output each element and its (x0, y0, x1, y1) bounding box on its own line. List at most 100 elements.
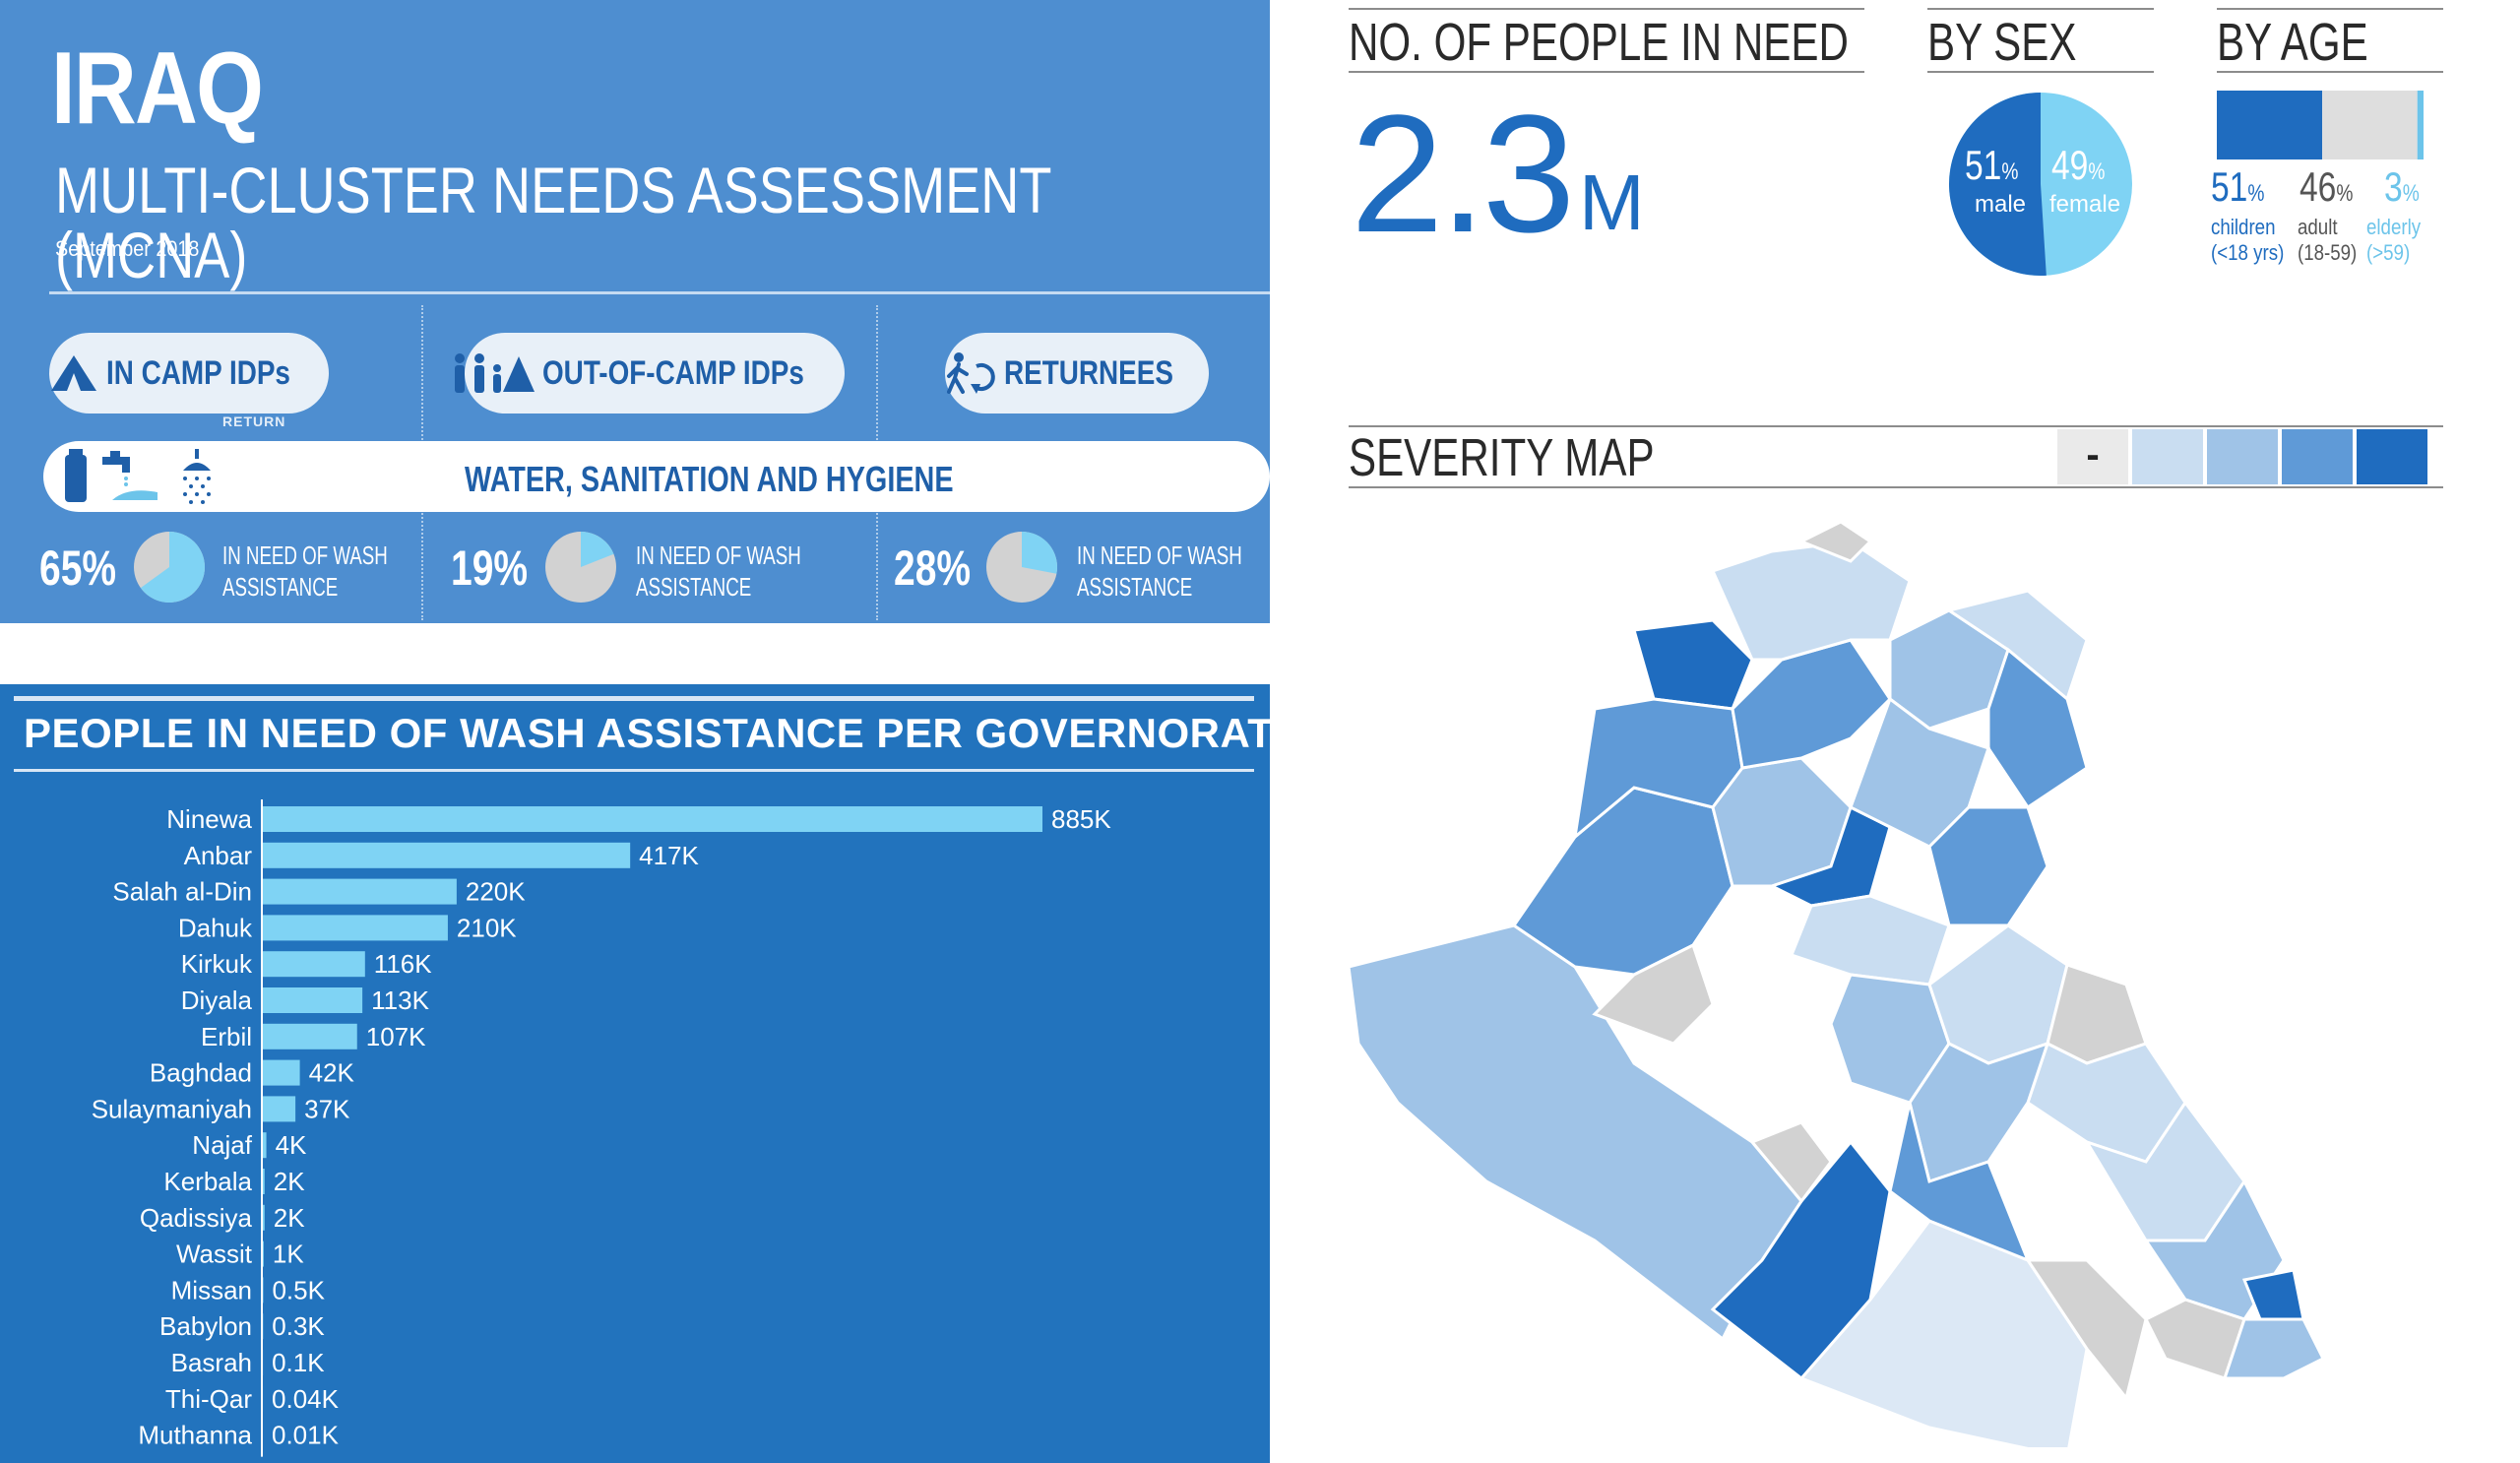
chart-category-label: Dahuk (178, 913, 253, 942)
map-region-west (1347, 923, 1803, 1342)
age-pct-sign: % (2336, 180, 2354, 207)
chart-value-label: 107K (366, 1022, 426, 1051)
map-region-center-3 (1790, 894, 1951, 986)
chart-value-label: 37K (304, 1094, 350, 1123)
severity-map (1347, 520, 2326, 1447)
chart-value-label: 1K (273, 1240, 304, 1269)
map-region-south-tip (2222, 1317, 2326, 1380)
section-rule (1927, 8, 2154, 10)
chart-bar (263, 878, 457, 905)
wash-stat-line2: ASSISTANCE (636, 572, 752, 602)
chart-value-label: 0.3K (272, 1311, 325, 1341)
age-stacked-bar (2217, 91, 2424, 159)
chart-bar (263, 806, 1042, 832)
chart-value-label: 0.1K (272, 1348, 325, 1377)
wash-stat-pie-slice (140, 532, 205, 603)
country-title: IRAQ (51, 32, 264, 146)
tent-icon (51, 355, 97, 391)
map-region-south-center (1888, 1102, 2031, 1263)
wash-stat-line1: IN NEED OF WASH (222, 541, 388, 570)
map-region-north-4 (1710, 540, 1912, 662)
returnees-pill: RETURNEES (945, 333, 1209, 413)
chart-category-label: Thi-Qar (165, 1384, 252, 1414)
by-age-heading: BY AGE (2217, 13, 2368, 72)
age-elderly-label: elderly (>59) (2366, 215, 2421, 266)
chart-bar (263, 1169, 265, 1194)
chart-value-label: 210K (457, 913, 517, 942)
chart-category-label: Sulaymaniyah (92, 1094, 252, 1123)
chart-value-label: 116K (374, 949, 432, 979)
wash-stat-text: IN NEED OF WASH ASSISTANCE (222, 540, 388, 603)
severity-legend-no-data: - (2057, 429, 2128, 484)
sex-pie-male-slice (1948, 93, 2047, 276)
wash-stat-pie-slice (1022, 532, 1057, 574)
female-pct: 49% (2051, 142, 2105, 189)
wash-stat-line2: ASSISTANCE (1077, 572, 1193, 602)
map-region-northwest-dark (1632, 618, 1754, 711)
map-region-center-grey (1749, 1120, 1833, 1204)
age-adult-range: (18-59) (2298, 240, 2358, 265)
wash-stat-pie (134, 532, 205, 603)
chart-bar (263, 1059, 300, 1086)
age-bar-children (2217, 91, 2323, 159)
chart-category-label: Diyala (181, 986, 253, 1015)
chart-category-label: Basrah (171, 1348, 252, 1377)
chart-title: PEOPLE IN NEED OF WASH ASSISTANCE PER GO… (24, 710, 1301, 756)
chart-value-label: 42K (309, 1058, 355, 1088)
return-caption: RETURN (222, 413, 286, 429)
bar-chart-panel: PEOPLE IN NEED OF WASH ASSISTANCE PER GO… (0, 684, 1300, 1463)
age-elderly-pct-value: 3 (2384, 163, 2403, 210)
wash-label: WATER, SANITATION AND HYGIENE (465, 459, 954, 499)
section-rule (1349, 425, 2443, 427)
map-region-northeast-2 (1945, 589, 2089, 702)
water-container-icon (65, 449, 87, 502)
age-bar-elderly (2417, 91, 2424, 159)
age-adult-pct-value: 46 (2300, 163, 2337, 210)
wash-stat-line1: IN NEED OF WASH (636, 541, 801, 570)
age-pct-sign: % (2247, 180, 2265, 207)
chart-category-label: Anbar (184, 841, 253, 870)
header-panel: IRAQ MULTI-CLUSTER NEEDS ASSESSMENT (MCN… (0, 0, 1270, 623)
male-pct-value: 51 (1965, 142, 2002, 188)
map-region-west-grey (1592, 942, 1715, 1046)
shower-icon (183, 449, 211, 504)
chart-category-label: Muthanna (138, 1421, 252, 1450)
out-of-camp-idps-pill: OUT-OF-CAMP IDPs (454, 333, 845, 413)
section-rule (1349, 8, 1864, 10)
chart-bar (263, 1132, 267, 1159)
chart-bar (263, 1240, 264, 1267)
report-date: September 2018 (55, 236, 200, 261)
female-label: female (2049, 191, 2121, 218)
people-in-need-heading: NO. OF PEOPLE IN NEED (1349, 13, 1849, 72)
female-pct-sign: % (2088, 159, 2106, 185)
wash-stat-line1: IN NEED OF WASH (1077, 541, 1242, 570)
chart-value-label: 417K (639, 841, 699, 870)
age-children-label: children (<18 yrs) (2211, 215, 2284, 266)
chart-category-label: Wassit (176, 1240, 253, 1269)
age-children-pct: 51% (2211, 163, 2264, 211)
sex-pie-chart (1948, 93, 2132, 276)
section-rule (2217, 8, 2443, 10)
severity-map-heading: SEVERITY MAP (1349, 428, 1655, 487)
chart-bar (263, 1096, 296, 1122)
wash-stat-pct: 19% (451, 541, 529, 596)
wash-stat-pie (986, 532, 1057, 603)
severity-legend-level-3 (2282, 429, 2353, 484)
chart-value-label: 2K (274, 1203, 305, 1233)
age-elderly-pct: 3% (2384, 163, 2420, 211)
chart-value-label: 113K (371, 986, 429, 1015)
chart-title-rule (14, 696, 1254, 701)
returnees-label: RETURNEES (1004, 353, 1174, 392)
age-elderly-range: (>59) (2366, 240, 2411, 265)
age-adult-name: adult (2298, 215, 2338, 239)
map-region-center-1 (1849, 696, 1990, 849)
age-elderly-name: elderly (2366, 215, 2422, 239)
out-of-camp-idps-label: OUT-OF-CAMP IDPs (541, 353, 804, 392)
chart-category-label: Ninewa (166, 804, 252, 834)
chart-value-label: 0.5K (272, 1275, 325, 1304)
age-children-range: (<18 yrs) (2211, 240, 2285, 265)
wash-stat-text: IN NEED OF WASH ASSISTANCE (1077, 540, 1242, 603)
chart-bar (263, 842, 631, 868)
chart-value-label: 220K (466, 877, 526, 907)
chart-bar (263, 951, 365, 978)
